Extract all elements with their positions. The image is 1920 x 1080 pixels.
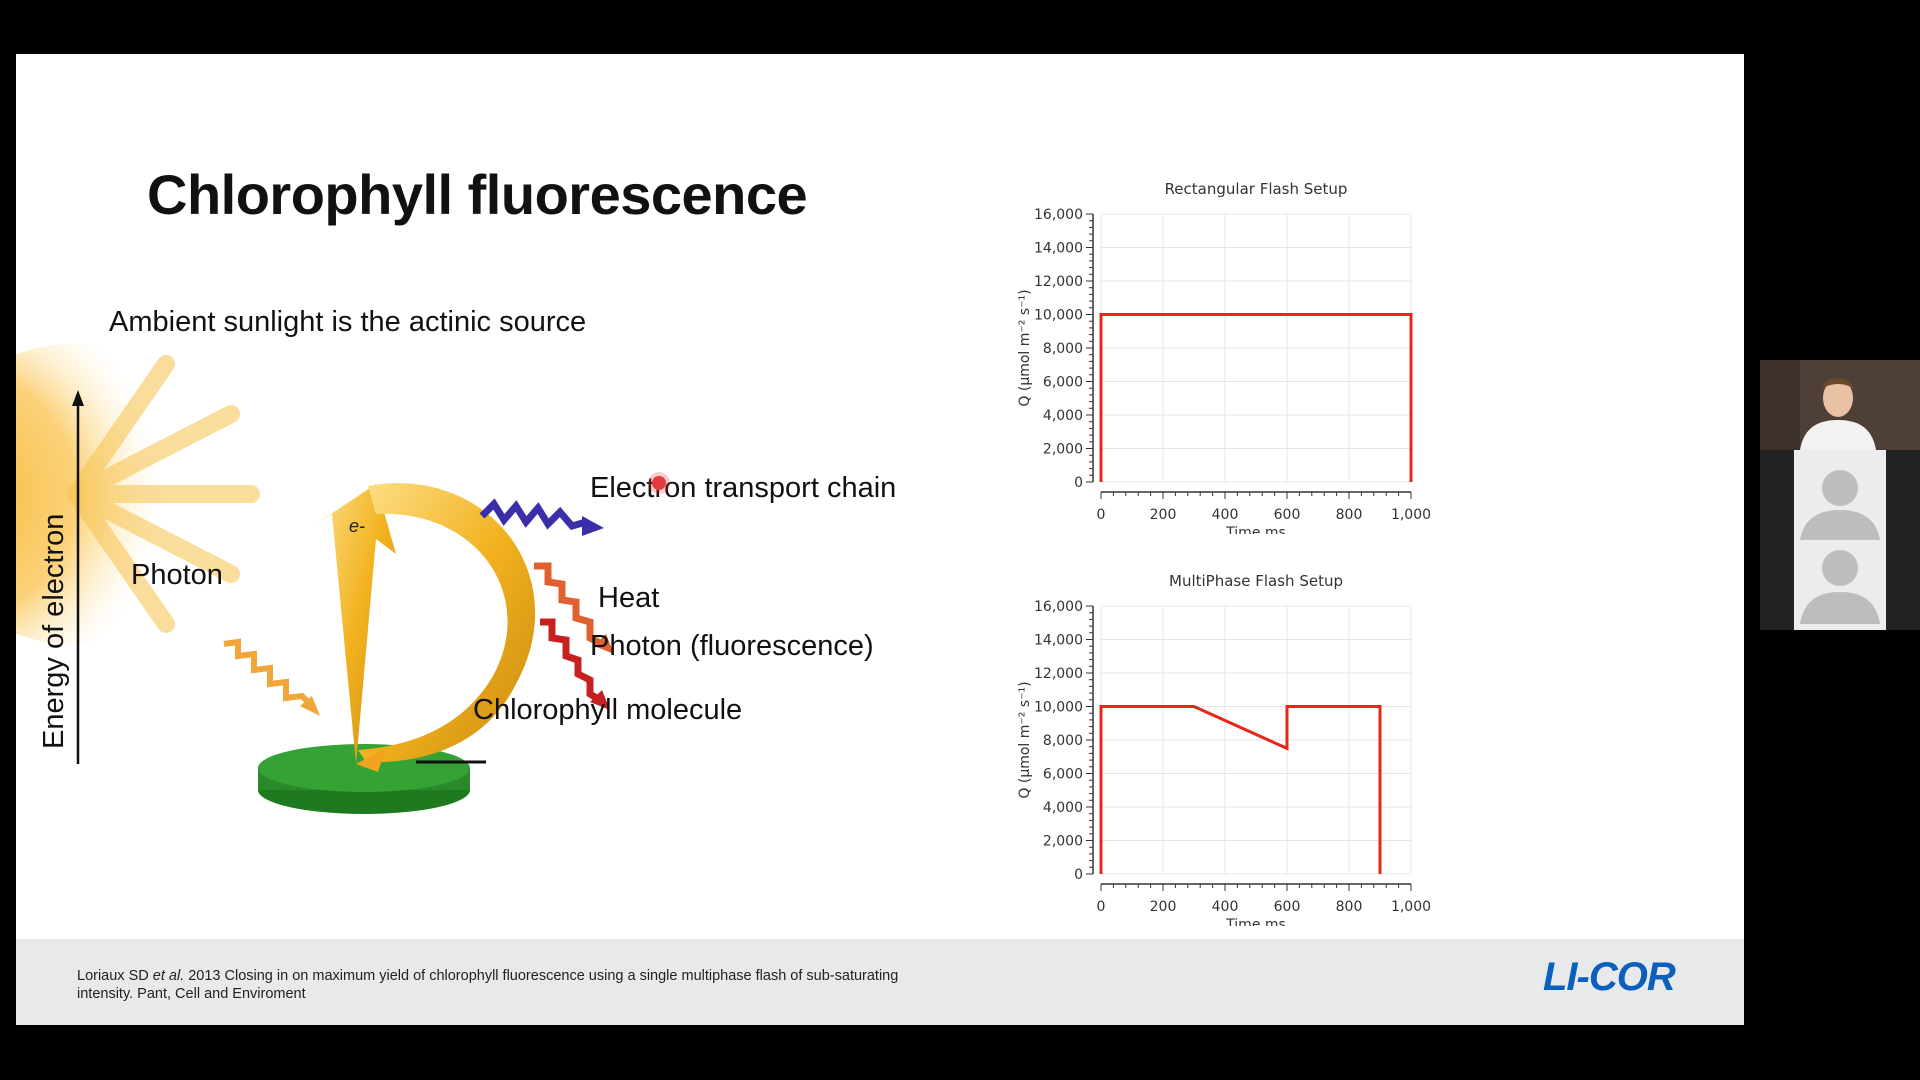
flash-series-line xyxy=(1099,705,1382,874)
y-tick-label: 8,000 xyxy=(1043,733,1083,749)
participant-tile[interactable] xyxy=(1794,450,1886,540)
x-tick-label: 400 xyxy=(1212,507,1239,523)
fluorescence-arrow-icon xyxy=(540,618,610,710)
y-tick-label: 2,000 xyxy=(1043,442,1083,458)
user-placeholder-icon xyxy=(1794,450,1886,540)
photon-arrow-icon xyxy=(223,638,320,716)
y-tick-label: 6,000 xyxy=(1043,767,1083,783)
citation: Loriaux SD et al. 2013 Closing in on max… xyxy=(77,968,899,1002)
x-tick-label: 0 xyxy=(1097,507,1106,523)
x-tick-label: 400 xyxy=(1212,899,1239,915)
sun-icon xyxy=(16,344,260,644)
y-axis-label: Q (µmol m⁻² s⁻¹) xyxy=(1017,289,1033,406)
x-tick-label: 1,000 xyxy=(1391,507,1431,523)
x-tick-label: 0 xyxy=(1097,899,1106,915)
heat-label: Heat xyxy=(598,582,660,614)
x-tick-label: 600 xyxy=(1274,899,1301,915)
x-tick-label: 800 xyxy=(1336,899,1363,915)
chart-title: MultiPhase Flash Setup xyxy=(1169,572,1343,590)
chlorophyll-molecule-label: Chlorophyll molecule xyxy=(473,694,743,726)
participant-tile[interactable] xyxy=(1794,540,1886,630)
y-tick-label: 16,000 xyxy=(1034,207,1083,223)
rectangular-flash-chart: Rectangular Flash Setup 0 2,000 4,000 6,000 8… xyxy=(1017,180,1431,534)
y-tick-label: 0 xyxy=(1074,475,1083,491)
y-tick-label: 0 xyxy=(1074,867,1083,883)
slide-subtitle: Ambient sunlight is the actinic source xyxy=(109,306,587,338)
x-tick-label: 1,000 xyxy=(1391,899,1431,915)
laser-pointer xyxy=(652,476,666,490)
user-placeholder-icon xyxy=(1794,540,1886,630)
y-tick-label: 10,000 xyxy=(1034,700,1083,716)
y-tick-label: 4,000 xyxy=(1043,408,1083,424)
y-tick-label: 12,000 xyxy=(1034,666,1083,682)
photon-label: Photon xyxy=(131,559,223,591)
y-tick-label: 8,000 xyxy=(1043,341,1083,357)
y-tick-label: 14,000 xyxy=(1034,241,1083,257)
y-tick-label: 14,000 xyxy=(1034,633,1083,649)
licor-logo: LI-COR xyxy=(1543,955,1676,999)
slide-footer: Loriaux SD et al. 2013 Closing in on max… xyxy=(16,939,1744,1025)
presentation-slide: Chlorophyll fluorescence Ambient sunligh… xyxy=(16,54,1744,1025)
x-tick-label: 600 xyxy=(1274,507,1301,523)
y-tick-label: 12,000 xyxy=(1034,274,1083,290)
x-tick-label: 800 xyxy=(1336,507,1363,523)
flash-series-line xyxy=(1099,313,1413,482)
y-tick-label: 4,000 xyxy=(1043,800,1083,816)
y-axis-label: Q (µmol m⁻² s⁻¹) xyxy=(1017,681,1033,798)
x-tick-label: 200 xyxy=(1150,899,1177,915)
x-axis-label: Time ms xyxy=(1225,525,1286,534)
energy-axis-label: Energy of electron xyxy=(38,513,70,749)
electron-label: e- xyxy=(349,516,365,536)
slide-title: Chlorophyll fluorescence xyxy=(147,163,808,226)
y-tick-label: 16,000 xyxy=(1034,599,1083,615)
y-tick-label: 6,000 xyxy=(1043,375,1083,391)
heat-arrow-icon xyxy=(534,562,614,654)
fluorescence-diagram: e- xyxy=(16,344,614,814)
presenter-video[interactable] xyxy=(1760,360,1920,450)
video-participants-panel[interactable] xyxy=(1760,360,1920,630)
x-axis-label: Time ms xyxy=(1225,917,1286,926)
chart-title: Rectangular Flash Setup xyxy=(1165,180,1348,198)
x-tick-label: 200 xyxy=(1150,507,1177,523)
electron-transport-arrow-icon xyxy=(479,498,604,536)
y-tick-label: 10,000 xyxy=(1034,308,1083,324)
energy-axis-arrow xyxy=(72,390,84,764)
y-tick-label: 2,000 xyxy=(1043,834,1083,850)
electron-arc-icon xyxy=(316,483,536,772)
presenter-avatar-icon xyxy=(1760,360,1920,450)
fluorescence-label: Photon (fluorescence) xyxy=(590,630,874,662)
multiphase-flash-chart: MultiPhase Flash Setup 0 2,000 4,000 6,000 8,… xyxy=(1017,572,1431,926)
electron-transport-label: Electron transport chain xyxy=(590,472,897,504)
